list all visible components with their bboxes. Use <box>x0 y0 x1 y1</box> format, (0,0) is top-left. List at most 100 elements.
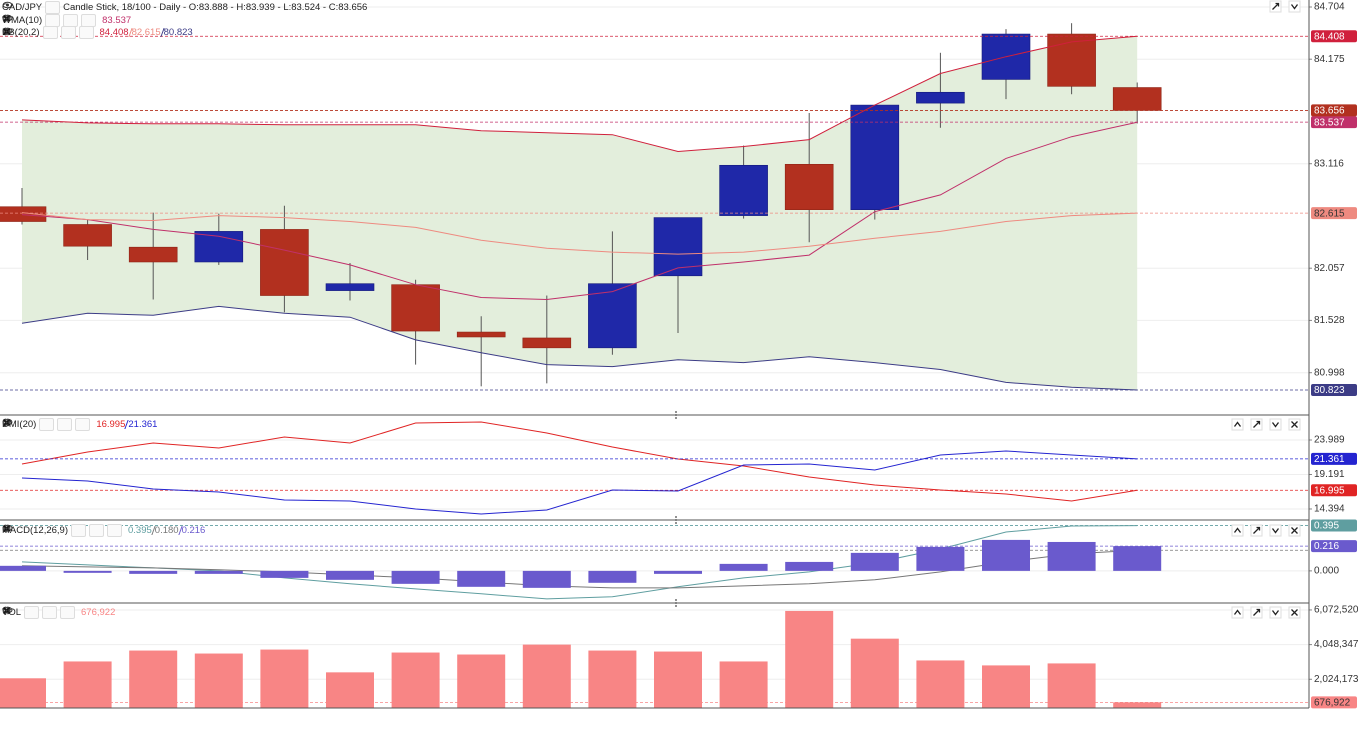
button-glyph <box>1253 526 1261 534</box>
close-button[interactable] <box>2 13 79 27</box>
legend-values: 16.995 21.361 <box>96 419 157 430</box>
resize-handle-dot[interactable] <box>675 602 677 604</box>
histogram-bar <box>785 561 834 571</box>
label-layer: 83.53784.40882.61580.82383.65616.99521.3… <box>0 0 1357 709</box>
gear-button[interactable] <box>2 13 97 27</box>
bar <box>522 644 571 708</box>
candle-body <box>588 283 637 349</box>
resize-handle-dot[interactable] <box>675 411 677 413</box>
button-glyph <box>1291 421 1298 428</box>
close-button[interactable] <box>2 26 76 39</box>
resize-handle-dot[interactable] <box>675 519 677 521</box>
y-tick-label: 6,072,520 <box>1314 605 1359 616</box>
resize-handle-dot[interactable] <box>675 414 677 416</box>
legend-value: 21.361 <box>128 418 158 430</box>
last-value-box <box>1311 30 1357 43</box>
button-glyph <box>1253 420 1261 428</box>
bar <box>260 649 309 708</box>
panel-button[interactable] <box>1269 524 1282 537</box>
gear-button[interactable] <box>2 523 122 537</box>
series-line <box>21 421 1138 502</box>
close-button[interactable] <box>2 605 58 619</box>
last-value-box <box>1311 116 1357 129</box>
legend-value: 16.995 <box>96 418 126 430</box>
panel-button[interactable] <box>1269 0 1282 13</box>
last-value-label: 676,922 <box>1314 697 1351 708</box>
panel-button[interactable] <box>1250 524 1263 537</box>
candle-body <box>260 229 309 296</box>
resize-handle-dot[interactable] <box>675 417 677 419</box>
last-value-label: 0.216 <box>1314 541 1339 552</box>
indicator-name: WMA(10) <box>2 14 43 26</box>
resize-handle-dot[interactable] <box>675 599 677 601</box>
panel-button[interactable] <box>1288 524 1301 537</box>
bb-band-fill <box>22 36 1138 390</box>
gear-button[interactable] <box>2 26 94 39</box>
legend-value: 0.395 <box>128 524 152 536</box>
panel-button[interactable] <box>1288 0 1301 13</box>
panel-button[interactable] <box>1250 606 1263 619</box>
resize-handle-dot[interactable] <box>675 605 677 607</box>
gear-button[interactable] <box>2 605 76 619</box>
bar <box>1113 702 1162 708</box>
histogram-bar <box>850 552 899 571</box>
button-frame <box>1288 0 1301 13</box>
legend-value: 0.216 <box>181 524 206 536</box>
histogram-bar <box>0 565 46 571</box>
y-tick-label: 4,048,347 <box>1314 639 1359 650</box>
panel-button[interactable] <box>1269 606 1282 619</box>
series-line <box>21 525 1138 600</box>
eye-button[interactable] <box>2 0 61 14</box>
candle-body <box>916 91 965 104</box>
legend-row: MACD(12,26,9) 0.395 0.180 0.216 <box>2 523 206 537</box>
y-tick-label: 19.191 <box>1314 469 1345 480</box>
last-value-label: 16.995 <box>1314 485 1345 496</box>
legend-row: BB(20,2) 84.408 82.615 80.823 <box>2 26 193 39</box>
eye-button[interactable] <box>2 605 40 619</box>
y-tick-label: 81.528 <box>1314 315 1345 326</box>
histogram-bar <box>391 570 440 584</box>
bar <box>588 650 637 708</box>
panel-button[interactable] <box>1288 606 1301 619</box>
gear-button[interactable] <box>2 417 91 431</box>
eye-button[interactable] <box>2 13 61 27</box>
button-frame <box>1231 418 1244 431</box>
panel-button[interactable] <box>1288 418 1301 431</box>
candle-body <box>1047 33 1096 87</box>
button-glyph <box>1233 527 1242 533</box>
button-glyph <box>1271 422 1280 428</box>
eye-button[interactable] <box>2 417 55 431</box>
legend-row: CAD/JPY Candle Stick, 18/100 - Daily - O:… <box>2 0 367 14</box>
eye-button[interactable] <box>2 26 58 39</box>
last-value-box <box>1311 519 1357 532</box>
bar <box>129 650 178 708</box>
candle-body <box>784 163 834 210</box>
close-button[interactable] <box>2 417 73 431</box>
last-value-label: 83.537 <box>1314 117 1345 128</box>
panel-button[interactable] <box>1231 606 1244 619</box>
button-frame <box>1269 418 1282 431</box>
button-glyph <box>1233 609 1242 615</box>
y-tick-label: 14.394 <box>1314 504 1345 515</box>
panel-button[interactable] <box>1269 418 1282 431</box>
panel-button[interactable] <box>1250 418 1263 431</box>
panel-button[interactable] <box>1231 418 1244 431</box>
y-tick-label: 84.704 <box>1314 2 1345 13</box>
legend-row: WMA(10) 83.537 <box>2 13 131 27</box>
last-value-box <box>1311 383 1357 396</box>
bar <box>457 654 506 708</box>
eye-button[interactable] <box>2 523 86 537</box>
resize-handle-dot[interactable] <box>675 522 677 524</box>
button-glyph <box>1291 609 1298 616</box>
histogram-bar <box>194 570 243 574</box>
button-frame <box>1231 524 1244 537</box>
histogram-bar <box>982 539 1030 571</box>
bar <box>194 653 243 708</box>
panel-button[interactable] <box>1231 524 1244 537</box>
histogram-bar <box>129 570 178 574</box>
close-button[interactable] <box>2 523 104 537</box>
resize-handle-dot[interactable] <box>675 516 677 518</box>
y-tick-label: 80.998 <box>1314 367 1345 378</box>
